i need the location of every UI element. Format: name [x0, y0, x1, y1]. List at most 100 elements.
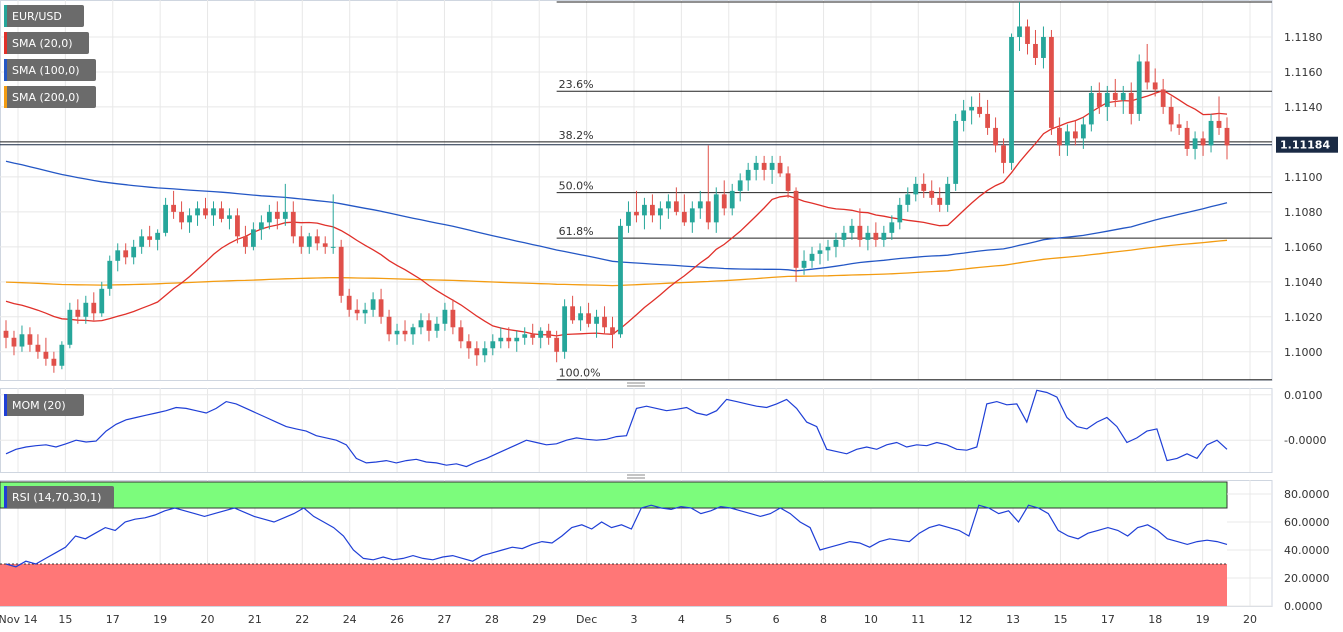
candle-body	[825, 246, 831, 251]
candle-body	[434, 323, 440, 331]
candle-body	[1112, 92, 1118, 100]
rsi-oversold-zone	[0, 564, 1227, 606]
fib-label: 100.0%	[559, 367, 601, 380]
x-tick-label: Dec	[576, 613, 597, 626]
candle-body	[426, 320, 432, 331]
candle-body	[338, 246, 344, 296]
candle-body	[107, 260, 113, 289]
mom-line	[5, 389, 1228, 468]
legend-sma100[interactable]: SMA (100,0)	[4, 59, 96, 81]
candle-body	[889, 222, 895, 233]
candle-body	[1200, 138, 1206, 146]
legend-eurusd-label: EUR/USD	[12, 10, 62, 23]
main-y-tick-label: 1.1000	[1284, 346, 1323, 359]
candle-body	[155, 232, 161, 240]
candle-body	[1017, 26, 1022, 37]
main-y-tick-label: 1.1180	[1284, 31, 1323, 44]
candle-body	[1136, 61, 1142, 114]
legend-sma100-label: SMA (100,0)	[12, 64, 80, 77]
candle-body	[769, 162, 775, 170]
candle-body	[59, 344, 65, 366]
candle-body	[729, 190, 735, 209]
panel-splitter-1[interactable]	[627, 382, 645, 387]
candle-body	[1096, 92, 1102, 107]
rsi-y-tick-label: 80.0000	[1284, 488, 1330, 501]
candle-body	[123, 250, 129, 258]
x-tick-label: 12	[959, 613, 973, 626]
candle-body	[442, 309, 448, 324]
candle-body	[1025, 26, 1030, 44]
x-tick-label: 10	[864, 613, 878, 626]
legend-sma200[interactable]: SMA (200,0)	[4, 86, 96, 108]
candle-body	[594, 316, 599, 324]
legend-eurusd[interactable]: EUR/USD	[4, 5, 84, 27]
candle-body	[969, 106, 975, 111]
main-y-tick-label: 1.1060	[1284, 241, 1323, 254]
candle-body	[1057, 127, 1062, 146]
candle-body	[1072, 131, 1078, 139]
candle-body	[761, 162, 767, 170]
candle-body	[362, 309, 368, 314]
candle-body	[314, 236, 320, 244]
candle-body	[290, 211, 296, 237]
candle-body	[346, 295, 352, 310]
candle-body	[11, 337, 17, 347]
mom-panel-border	[0, 388, 1273, 473]
candle-body	[450, 309, 456, 328]
candle-body	[91, 302, 97, 314]
rsi-y-tick-label: 60.0000	[1284, 516, 1330, 529]
candle-body	[1168, 106, 1174, 125]
candle-body	[282, 211, 288, 219]
candle-body	[410, 327, 416, 335]
candle-body	[83, 302, 89, 317]
x-tick-label: 26	[390, 613, 404, 626]
main-y-tick-label: 1.1020	[1284, 311, 1323, 324]
rsi-panel	[0, 481, 1272, 607]
legend-sma20[interactable]: SMA (20,0)	[4, 32, 89, 54]
candle-body	[665, 201, 671, 209]
candle-body	[817, 250, 823, 254]
candle-body	[1176, 124, 1182, 128]
candle-body	[745, 169, 751, 181]
candle-body	[945, 183, 951, 205]
panel-splitter-2[interactable]	[627, 474, 645, 479]
x-tick-label: 19	[1196, 613, 1210, 626]
candle-body	[618, 225, 623, 335]
candle-body	[554, 337, 560, 352]
candle-body	[266, 211, 272, 223]
rsi-y-tick-label: 0.0000	[1284, 600, 1323, 613]
candle-body	[506, 337, 512, 342]
candle-body	[219, 208, 224, 219]
candle-body	[147, 236, 153, 240]
candle-body	[929, 190, 935, 198]
candle-body	[370, 299, 376, 310]
candle-body	[937, 197, 943, 205]
candle-body	[51, 358, 57, 366]
legend-sma20-label: SMA (20,0)	[12, 37, 73, 50]
main-y-tick-label: 1.1160	[1284, 66, 1323, 79]
candle-body	[482, 348, 488, 356]
candle-body	[538, 330, 544, 338]
candle-body	[737, 180, 743, 191]
candle-body	[131, 246, 137, 258]
candle-body	[1088, 92, 1094, 125]
candle-body	[634, 211, 639, 216]
candle-body	[386, 316, 392, 335]
candle-body	[793, 190, 799, 268]
main-panel-border	[0, 0, 1273, 381]
x-tick-label: 22	[295, 613, 309, 626]
fib-label: 50.0%	[559, 180, 594, 193]
candle-body	[466, 341, 472, 349]
fib-label: 38.2%	[559, 129, 594, 142]
candle-body	[1049, 36, 1054, 128]
candle-body	[705, 201, 711, 223]
candle-body	[681, 211, 687, 223]
candle-body	[27, 334, 33, 345]
legend-rsi[interactable]: RSI (14,70,30,1)	[4, 486, 114, 508]
axis-layer: 1.1000 1.1020 1.1040 1.1060 1.1080 1.1100 1.11…	[0, 31, 1330, 626]
candle-body	[43, 351, 49, 359]
sma-layer	[5, 89, 1228, 337]
legend-mom[interactable]: MOM (20)	[4, 394, 84, 416]
candle-body	[330, 246, 336, 248]
